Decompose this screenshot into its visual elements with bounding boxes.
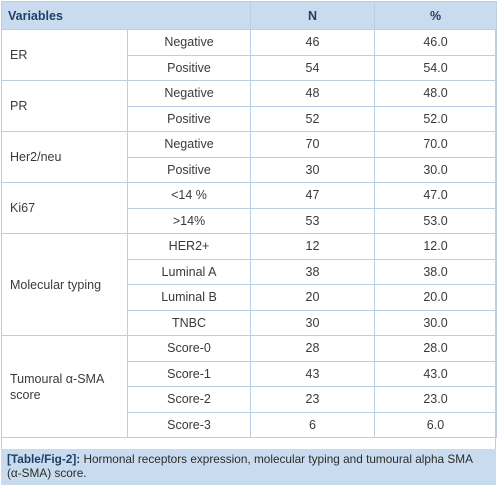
percent-cell: 54.0 bbox=[374, 54, 497, 81]
variable-cell: Her2/neu bbox=[1, 131, 128, 183]
category-cell: Positive bbox=[127, 105, 251, 132]
category-cell: Luminal A bbox=[127, 258, 251, 285]
table-row: Score-3 6 6.0 bbox=[2, 411, 497, 438]
table-row: Score-1 43 43.0 bbox=[2, 360, 497, 387]
variable-label: Molecular typing bbox=[10, 277, 102, 292]
category-cell: Negative bbox=[127, 29, 251, 56]
category-cell: <14 % bbox=[127, 182, 251, 209]
percent-cell: 12.0 bbox=[374, 233, 497, 260]
variable-label: ER bbox=[10, 48, 28, 62]
variable-cell: Tumoural α-SMA score bbox=[1, 335, 128, 438]
percent-cell: 23.0 bbox=[374, 386, 497, 413]
variable-cell: Ki67 bbox=[1, 182, 128, 234]
caption-text: Hormonal receptors expression, molecular… bbox=[7, 452, 473, 480]
header-row: Variables N % bbox=[1, 1, 497, 30]
n-cell: 54 bbox=[250, 54, 375, 81]
n-cell: 12 bbox=[250, 233, 375, 260]
variable-cell: ER bbox=[1, 29, 128, 81]
category-cell: >14% bbox=[127, 207, 251, 234]
percent-cell: 28.0 bbox=[374, 335, 497, 362]
percent-cell: 38.0 bbox=[374, 258, 497, 285]
percent-cell: 30.0 bbox=[374, 156, 497, 183]
table-caption: [Table/Fig-2]: Hormonal receptors expres… bbox=[1, 449, 496, 485]
percent-cell: 6.0 bbox=[374, 411, 497, 438]
category-cell: Luminal B bbox=[127, 284, 251, 311]
table-body: ER Negative 46 46.0 Positive 54 54.0 PR Negative… bbox=[1, 29, 497, 438]
table-row: Luminal A 38 38.0 bbox=[2, 258, 497, 285]
percent-cell: 30.0 bbox=[374, 309, 497, 336]
variable-cell: Molecular typing bbox=[1, 233, 128, 336]
n-cell: 48 bbox=[250, 80, 375, 107]
percent-cell: 46.0 bbox=[374, 29, 497, 56]
table-row: Ki67 <14 % 47 47.0 bbox=[1, 182, 497, 234]
category-cell: Score-2 bbox=[127, 386, 251, 413]
table-row: TNBC 30 30.0 bbox=[2, 309, 497, 336]
table-row: ER Negative 46 46.0 bbox=[1, 29, 497, 81]
n-cell: 30 bbox=[250, 156, 375, 183]
percent-cell: 48.0 bbox=[374, 80, 497, 107]
table-row: Tumoural α-SMA score Score-0 28 28.0 bbox=[1, 335, 497, 438]
percent-cell: 53.0 bbox=[374, 207, 497, 234]
category-cell: HER2+ bbox=[127, 233, 251, 260]
table-row: Luminal B 20 20.0 bbox=[2, 284, 497, 311]
category-cell: Negative bbox=[127, 131, 251, 158]
variable-label: PR bbox=[10, 99, 28, 113]
category-cell: Positive bbox=[127, 54, 251, 81]
n-cell: 30 bbox=[250, 309, 375, 336]
percent-cell: 43.0 bbox=[374, 360, 497, 387]
table-row: Her2/neu Negative 70 70.0 bbox=[1, 131, 497, 183]
variable-label: score bbox=[10, 387, 41, 402]
header-n: N bbox=[250, 1, 375, 30]
n-cell: 23 bbox=[250, 386, 375, 413]
table-row: Molecular typing HER2+ 12 12.0 bbox=[1, 233, 497, 336]
table-row: PR Negative 48 48.0 bbox=[1, 80, 497, 132]
header-percent: % bbox=[374, 1, 497, 30]
data-table: Variables N % ER Negative 46 46.0 Positive 54… bbox=[1, 1, 497, 438]
n-cell: 20 bbox=[250, 284, 375, 311]
variable-label: Her2/neu bbox=[10, 150, 62, 164]
n-cell: 53 bbox=[250, 207, 375, 234]
n-cell: 6 bbox=[250, 411, 375, 438]
n-cell: 70 bbox=[250, 131, 375, 158]
category-cell: Negative bbox=[127, 80, 251, 107]
n-cell: 47 bbox=[250, 182, 375, 209]
category-cell: Score-1 bbox=[127, 360, 251, 387]
category-cell: Score-3 bbox=[127, 411, 251, 438]
category-cell: TNBC bbox=[127, 309, 251, 336]
percent-cell: 52.0 bbox=[374, 105, 497, 132]
variable-label: Tumoural α-SMA bbox=[10, 371, 105, 386]
caption-ref: [Table/Fig-2]: bbox=[7, 452, 81, 466]
n-cell: 46 bbox=[250, 29, 375, 56]
table-row: Positive 54 54.0 bbox=[2, 54, 497, 81]
variable-cell: PR bbox=[1, 80, 128, 132]
category-cell: Score-0 bbox=[127, 335, 251, 362]
table-row: Positive 30 30.0 bbox=[2, 156, 497, 183]
percent-cell: 20.0 bbox=[374, 284, 497, 311]
n-cell: 52 bbox=[250, 105, 375, 132]
header-variables: Variables bbox=[1, 1, 251, 30]
category-cell: Positive bbox=[127, 156, 251, 183]
variable-label: Ki67 bbox=[10, 201, 36, 215]
percent-cell: 70.0 bbox=[374, 131, 497, 158]
percent-cell: 47.0 bbox=[374, 182, 497, 209]
n-cell: 38 bbox=[250, 258, 375, 285]
n-cell: 28 bbox=[250, 335, 375, 362]
table-row: Score-2 23 23.0 bbox=[2, 386, 497, 413]
n-cell: 43 bbox=[250, 360, 375, 387]
